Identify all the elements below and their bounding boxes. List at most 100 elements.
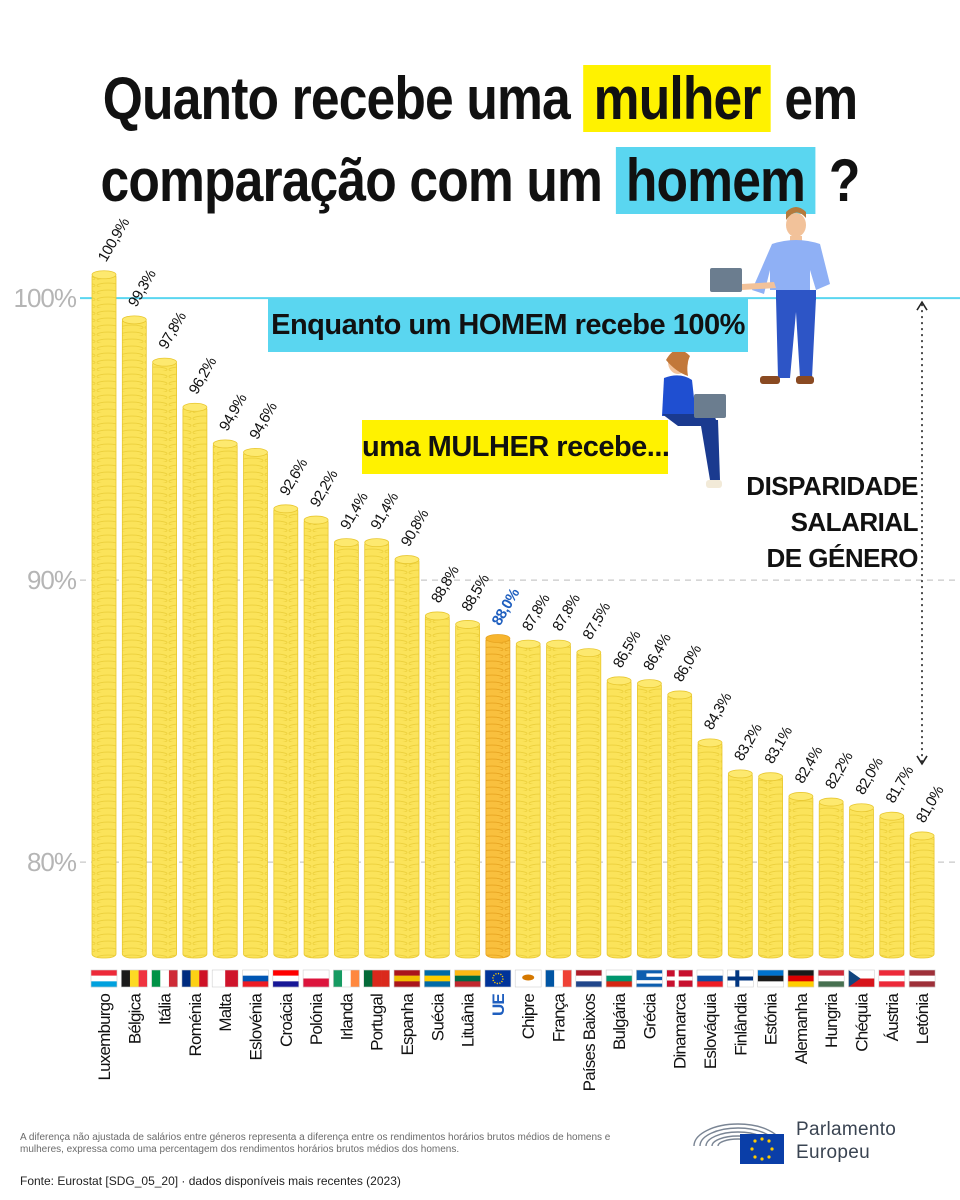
value-label: 100,9%	[95, 215, 133, 265]
bar-finlândia	[727, 771, 753, 959]
bar-portugal	[364, 540, 390, 959]
flag-hungria-icon	[817, 969, 845, 988]
category-label: Dinamarca	[671, 993, 690, 1069]
flag-luxemburgo-icon	[90, 969, 118, 988]
flag-polónia-icon	[302, 969, 330, 988]
category-label: Polónia	[307, 993, 326, 1045]
category-label: Espanha	[398, 993, 417, 1056]
flag-finlândia-icon	[726, 969, 754, 988]
category-label: Malta	[216, 993, 235, 1032]
bar-dinamarca	[667, 692, 693, 959]
value-label: 96,2%	[186, 354, 221, 397]
flag-estónia-icon	[757, 969, 784, 988]
title-line-2: comparação com um homem ?	[67, 146, 893, 216]
bar-bulgária	[606, 678, 632, 959]
flag-malta-icon	[211, 969, 239, 988]
coin-top	[243, 447, 268, 457]
title-text: ?	[828, 147, 861, 214]
value-label: 88,0%	[489, 586, 524, 629]
gender-gap-label-line: SALARIAL	[790, 507, 919, 537]
bar-chéquia	[849, 805, 874, 959]
value-label: 86,0%	[670, 642, 705, 685]
category-label: Hungria	[822, 993, 841, 1048]
gap-arrow-head-down	[916, 755, 928, 766]
coin-top	[606, 676, 632, 686]
value-label: 92,2%	[307, 467, 342, 510]
gender-gap-arrow	[916, 300, 928, 766]
category-label: Finlândia	[731, 993, 750, 1056]
category-labels-group: Luxemburgo Bélgica Itália Roménia Malta Eslov…	[95, 993, 932, 1092]
category-label: Portugal	[368, 994, 387, 1051]
coin-top	[727, 769, 753, 779]
bar-eslováquia	[697, 740, 723, 959]
coin-top	[182, 402, 208, 412]
category-label: Eslovénia	[247, 993, 266, 1061]
category-label: Grécia	[640, 993, 659, 1040]
european-parliament-logo: Parlamento Europeu	[690, 1112, 940, 1172]
flag-croácia-icon	[272, 969, 300, 988]
flag-chipre-icon	[514, 969, 542, 988]
category-label: Roménia	[186, 993, 205, 1057]
flag-espanha-icon	[393, 969, 421, 988]
value-label: 88,5%	[458, 571, 493, 614]
coin-top	[485, 634, 511, 643]
value-label: 86,5%	[610, 628, 645, 671]
flag-bulgária-icon	[605, 969, 633, 988]
coin-top	[515, 639, 541, 649]
coin-top	[394, 555, 420, 564]
gender-gap-label: DISPARIDADE SALARIAL DE GÉNERO	[718, 468, 918, 576]
value-label: 86,4%	[640, 631, 675, 674]
source-note: Fonte: Eurostat [SDG_05_20] · dados disp…	[20, 1174, 401, 1188]
title-highlight-men: homem	[615, 147, 816, 214]
category-label: Croácia	[277, 993, 296, 1047]
flag-roménia-icon	[181, 969, 209, 988]
bar-suécia	[424, 613, 450, 959]
category-label: Bélgica	[125, 993, 144, 1045]
flag-frança-icon	[545, 969, 572, 988]
category-label: UE	[489, 994, 508, 1016]
value-label: 83,1%	[761, 724, 796, 767]
bar-luxemburgo	[91, 272, 117, 959]
coin-top	[576, 648, 602, 658]
flag-portugal-icon	[363, 969, 391, 988]
category-label: Luxemburgo	[95, 994, 114, 1081]
coin-top	[879, 811, 905, 821]
category-label: Chipre	[519, 994, 538, 1040]
category-label: Letónia	[913, 993, 932, 1045]
logo-line: Europeu	[796, 1142, 870, 1163]
bar-malta	[212, 441, 238, 959]
category-label: Lituânia	[459, 993, 478, 1047]
value-label: 88,8%	[428, 563, 463, 606]
title-text: Quanto recebe uma	[102, 65, 571, 132]
coin-top	[364, 538, 390, 548]
coin-top	[909, 831, 935, 841]
flag-áustria-icon	[878, 969, 906, 988]
bar-eslovénia	[243, 449, 268, 959]
category-label: França	[550, 993, 569, 1042]
coin-top	[546, 639, 571, 649]
bar-ue	[485, 636, 511, 959]
bar-chipre	[515, 641, 541, 959]
value-label: 84,3%	[701, 690, 736, 733]
footnote: A diferença não ajustada de salários ent…	[20, 1132, 611, 1155]
coin-top	[637, 679, 662, 689]
value-label: 82,4%	[792, 743, 827, 786]
bar-croácia	[273, 506, 299, 959]
flag-irlanda-icon	[333, 969, 360, 988]
bar-estónia	[758, 774, 783, 959]
y-tick-label: 90%	[27, 565, 77, 595]
coin-top	[424, 611, 450, 621]
category-label: Irlanda	[337, 993, 356, 1041]
bar-bélgica	[121, 317, 147, 959]
women-banner: uma MULHER recebe...	[362, 420, 670, 474]
bar-frança	[546, 641, 571, 959]
value-label: 99,3%	[125, 267, 160, 310]
bar-polónia	[303, 517, 329, 959]
coin-top	[697, 738, 723, 748]
flag-chéquia-icon	[848, 969, 875, 988]
flag-letónia-icon	[908, 969, 936, 988]
gap-arrow-head-up	[916, 300, 928, 311]
value-label: 97,8%	[155, 309, 190, 352]
man-illustration	[710, 207, 830, 384]
